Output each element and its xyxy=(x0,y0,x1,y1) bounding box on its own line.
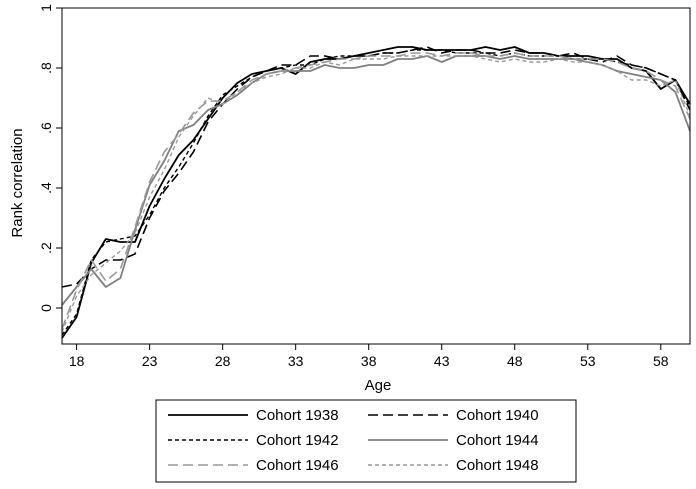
y-axis-title: Rank correlation xyxy=(9,128,26,237)
x-tick-label: 58 xyxy=(653,353,669,369)
x-tick-label: 53 xyxy=(580,353,596,369)
x-tick-label: 43 xyxy=(434,353,450,369)
series-line-cohort-1942 xyxy=(61,49,691,336)
legend-label: Cohort 1940 xyxy=(456,407,539,424)
y-tick-label: .4 xyxy=(38,182,54,194)
series-line-cohort-1946 xyxy=(61,52,691,330)
legend-label: Cohort 1948 xyxy=(456,457,539,474)
y-tick-label: .2 xyxy=(38,242,54,254)
legend-box xyxy=(155,399,577,483)
legend-label: Cohort 1944 xyxy=(456,432,539,449)
x-tick-label: 18 xyxy=(69,353,85,369)
series-line-cohort-1938 xyxy=(61,46,691,339)
x-tick-label: 33 xyxy=(288,353,304,369)
legend-label: Cohort 1942 xyxy=(256,432,339,449)
y-tick-label: .6 xyxy=(38,122,54,134)
series-line-cohort-1948 xyxy=(61,55,691,333)
legend-label: Cohort 1938 xyxy=(256,407,339,424)
x-axis-title: Age xyxy=(365,377,392,394)
y-tick-label: 0 xyxy=(38,304,54,312)
x-tick-label: 38 xyxy=(361,353,377,369)
plot-area xyxy=(61,46,691,339)
legend: Cohort 1938 Cohort 1940 Cohort 1942 Cohort … xyxy=(155,399,577,483)
y-tick-label: 1 xyxy=(38,4,54,12)
axes: 18 23 28 33 38 43 48 53 58 0 .2 .4 .6 .8 1 xyxy=(38,4,691,369)
x-tick-label: 48 xyxy=(507,353,523,369)
x-tick-label: 28 xyxy=(215,353,231,369)
x-tick-label: 23 xyxy=(142,353,158,369)
legend-label: Cohort 1946 xyxy=(256,457,339,474)
y-tick-label: .8 xyxy=(38,62,54,74)
plot-frame xyxy=(61,7,691,345)
